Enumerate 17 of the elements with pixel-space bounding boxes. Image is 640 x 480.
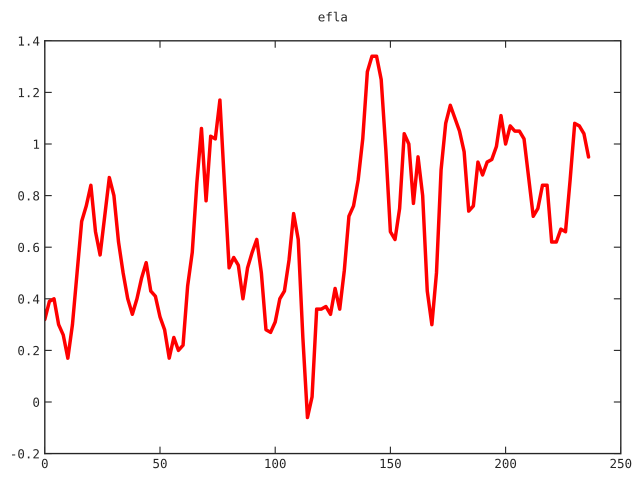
x-tick-label: 250 xyxy=(610,458,632,468)
y-tick-label: 0.2 xyxy=(18,346,39,356)
x-tick-label: 150 xyxy=(380,458,401,468)
chart-title: efla xyxy=(318,12,347,22)
y-tick-label: 1.4 xyxy=(18,36,40,46)
y-tick-label: 0.8 xyxy=(18,191,40,201)
y-tick-label: 1.2 xyxy=(18,88,39,98)
x-tick-label: 50 xyxy=(153,458,167,468)
x-tick-label: 0 xyxy=(42,458,48,468)
y-tick-label: -0.2 xyxy=(12,449,39,459)
line-series xyxy=(44,54,590,420)
x-tick-label: 200 xyxy=(495,458,516,468)
y-tick-label: 0.6 xyxy=(18,242,40,252)
y-tick-label: 1 xyxy=(34,140,40,149)
y-tick-label: 0 xyxy=(33,398,40,407)
x-tick-label: 100 xyxy=(265,458,286,468)
y-tick-label: 0.4 xyxy=(18,294,40,304)
